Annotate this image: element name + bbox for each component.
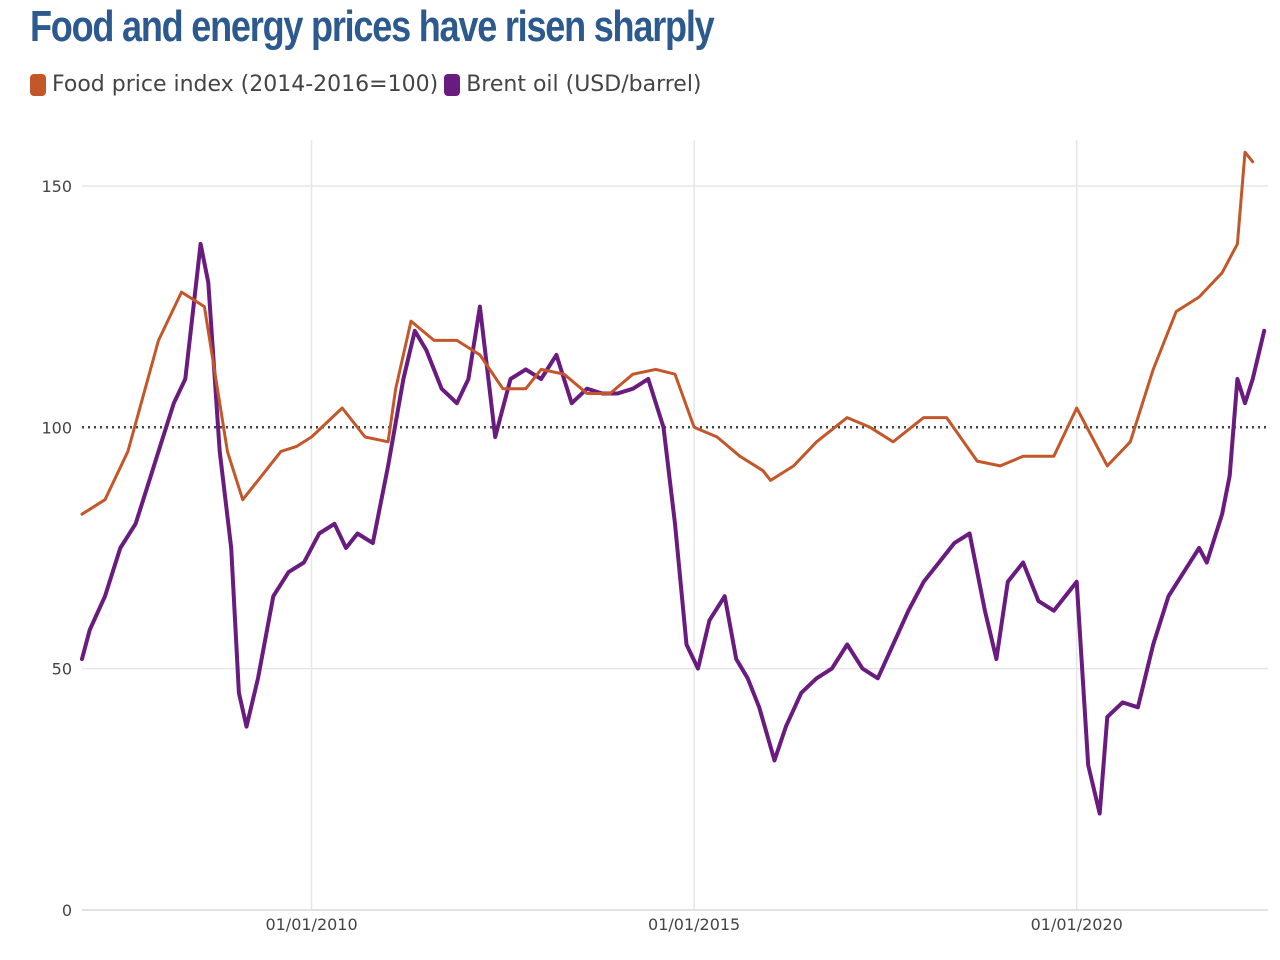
legend-swatch-food xyxy=(30,73,46,96)
y-tick-label-50: 50 xyxy=(52,660,72,679)
y-tick-label-100: 100 xyxy=(41,418,72,437)
legend-item-oil[interactable]: Brent oil (USD/barrel) xyxy=(444,72,702,97)
legend-label-food: Food price index (2014-2016=100) xyxy=(52,72,439,97)
y-tick-label-150: 150 xyxy=(41,177,72,196)
series-line-brent-oil xyxy=(80,241,1267,816)
legend-label-oil: Brent oil (USD/barrel) xyxy=(466,72,702,97)
x-tick-label-2: 01/01/2020 xyxy=(1031,915,1123,934)
y-tick-label-0: 0 xyxy=(62,901,72,920)
x-tick-label-0: 01/01/2010 xyxy=(265,915,357,934)
series-line-food-price-index xyxy=(80,150,1255,516)
legend: Food price index (2014-2016=100) Brent o… xyxy=(30,72,708,97)
legend-swatch-oil xyxy=(444,73,461,96)
chart-title: Food and energy prices have risen sharpl… xyxy=(30,2,715,51)
legend-item-food[interactable]: Food price index (2014-2016=100) xyxy=(30,72,438,97)
x-tick-label-1: 01/01/2015 xyxy=(648,915,740,934)
